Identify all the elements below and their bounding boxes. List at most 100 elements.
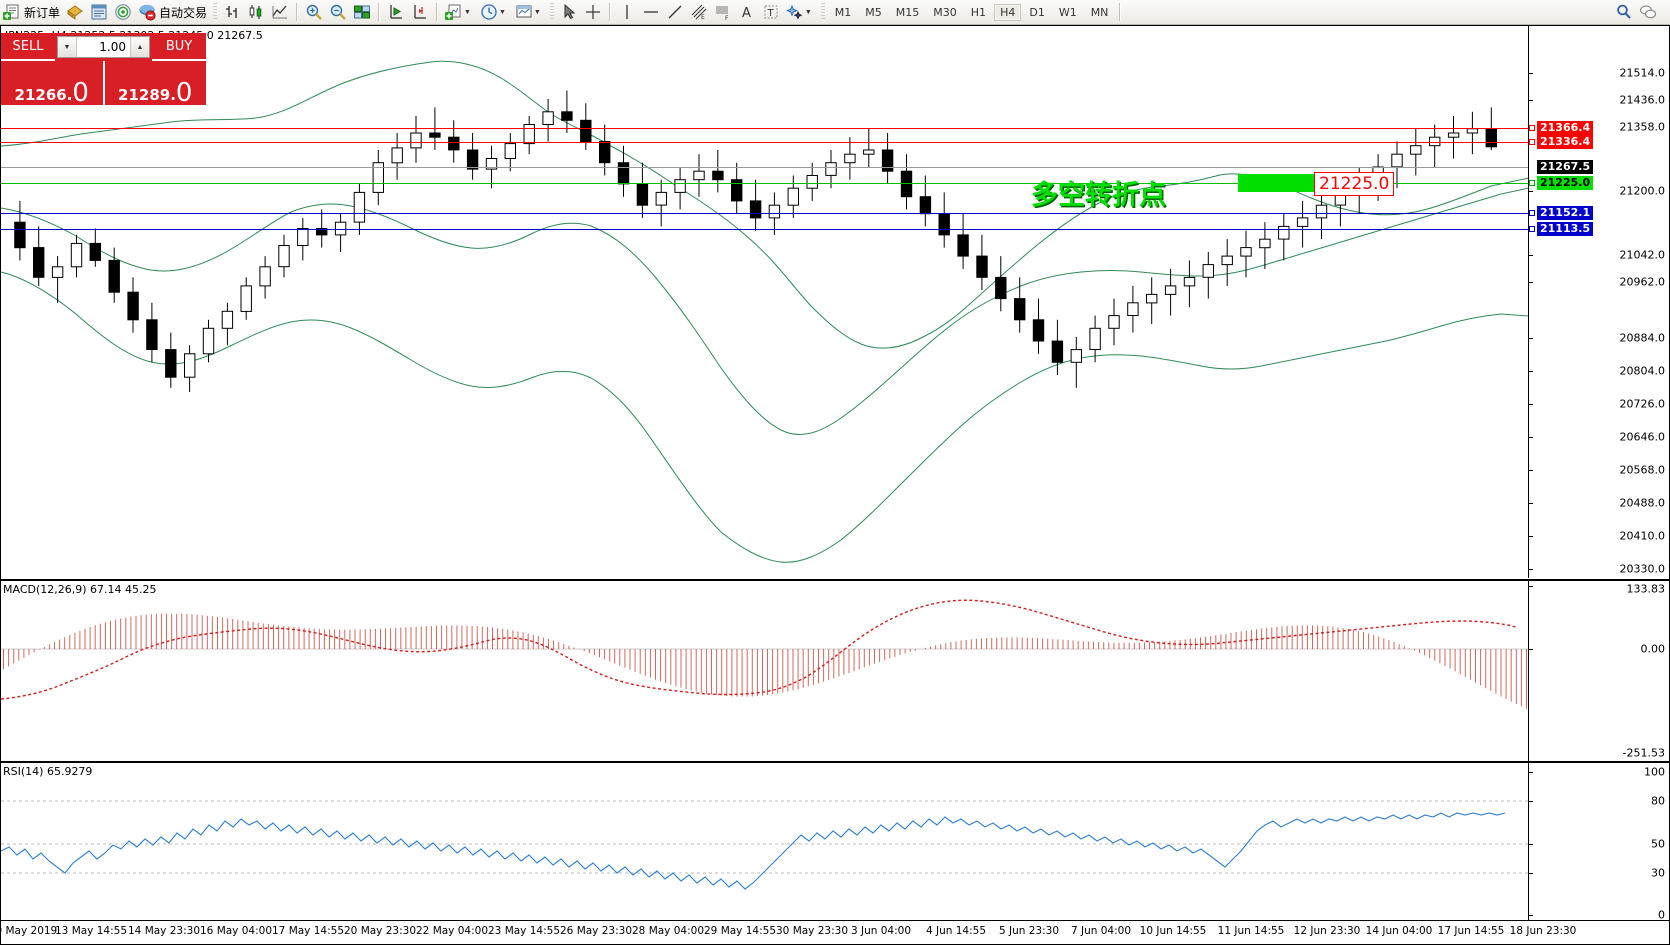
autotrading-button[interactable]: 自动交易 — [135, 1, 210, 23]
price-scale[interactable]: 21514.0 21436.0 21358.0 21200.0 21042.0 … — [1528, 26, 1669, 578]
pivot-line[interactable] — [1, 183, 1529, 184]
timeframe-m1[interactable]: M1 — [834, 5, 852, 19]
price-pane[interactable]: JPN225-,H4 21252.5 21302.5 21245.0 21267… — [1, 26, 1669, 578]
time-tick: 14 Jun 04:00 — [1365, 925, 1433, 937]
buy-button[interactable]: BUY — [152, 33, 206, 61]
equidistant-channel-button[interactable]: E — [687, 1, 711, 23]
trendline-button[interactable] — [663, 1, 687, 23]
candlesticks — [14, 90, 1497, 392]
ask-price[interactable]: 21289 . 0 — [102, 61, 207, 106]
rsi-scale[interactable]: 100 80 50 30 0 — [1528, 763, 1669, 921]
volume-decrease-icon[interactable]: ▼ — [58, 37, 77, 57]
sell-button[interactable]: SELL — [1, 33, 55, 61]
time-tick: 12 Jun 23:30 — [1293, 925, 1361, 937]
time-tick: 5 Jun 23:30 — [998, 925, 1060, 937]
new-order-button[interactable]: 新订单 — [0, 1, 63, 23]
chart-window[interactable]: JPN225-,H4 21252.5 21302.5 21245.0 21267… — [0, 25, 1670, 945]
price-chip-support-1[interactable]: 21152.1 — [1529, 206, 1594, 220]
macd-pane[interactable]: MACD(12,26,9) 67.14 45.25 133.83 0.00 -2… — [1, 579, 1669, 761]
chat-button[interactable] — [1636, 1, 1660, 23]
add-indicator-icon — [445, 4, 461, 20]
chip-handle[interactable] — [1529, 139, 1535, 145]
zoom-in-button[interactable] — [302, 1, 326, 23]
price-plot[interactable]: 多空转折点 21225.0 — [1, 26, 1529, 578]
objects-button[interactable]: ▼ — [783, 1, 818, 23]
bid-price-int: 21266 — [14, 86, 67, 104]
data-window-button[interactable] — [87, 1, 111, 23]
rsi-plot[interactable] — [1, 763, 1529, 921]
add-indicator-caret-icon[interactable]: ▼ — [464, 8, 471, 16]
chip-handle[interactable] — [1529, 125, 1535, 131]
turning-point-annotation[interactable]: 多空转折点 — [1031, 180, 1166, 211]
toolbar-grip-1[interactable] — [213, 3, 218, 21]
timeframe-m5[interactable]: M5 — [865, 5, 882, 19]
scroll-end-button[interactable] — [384, 1, 408, 23]
rsi-pane[interactable]: RSI(14) 65.9279 100 80 50 30 0 — [1, 761, 1669, 921]
vertical-line-button[interactable] — [615, 1, 639, 23]
bid-price[interactable]: 21266 . 0 — [1, 61, 103, 106]
timeframe-h1[interactable]: H1 — [970, 5, 987, 19]
fibonacci-button[interactable]: F — [711, 1, 735, 23]
bar-chart-button[interactable] — [220, 1, 244, 23]
zoom-in-icon — [306, 4, 322, 20]
text-box-button[interactable]: T — [759, 1, 783, 23]
timeframe-m30[interactable]: M30 — [933, 5, 957, 19]
timeframe-m15[interactable]: M15 — [895, 5, 920, 19]
timeframe-d1[interactable]: D1 — [1029, 5, 1045, 19]
horizontal-line-button[interactable] — [639, 1, 663, 23]
price-chip-resistance-2[interactable]: 21336.4 — [1529, 135, 1594, 149]
price-chip-resistance-1[interactable]: 21366.4 — [1529, 121, 1594, 135]
one-click-trading-panel[interactable]: SELL ▼ 1.00 ▲ BUY 21266 . 0 21289 . 0 — [1, 33, 207, 106]
timeframe-w1[interactable]: W1 — [1058, 5, 1077, 19]
rsi-tick: 100 — [1644, 765, 1665, 779]
line-chart-button[interactable] — [268, 1, 292, 23]
price-chip-support-2[interactable]: 21113.5 — [1529, 222, 1594, 236]
cursor-button[interactable] — [557, 1, 581, 23]
volume-increase-icon[interactable]: ▲ — [130, 37, 149, 57]
volume-stepper[interactable]: ▼ 1.00 ▲ — [57, 36, 150, 58]
volume-input[interactable]: 1.00 — [99, 40, 126, 54]
templates-icon — [516, 5, 532, 18]
macd-scale[interactable]: 133.83 0.00 -251.53 — [1528, 581, 1669, 761]
chip-handle[interactable] — [1529, 180, 1535, 186]
line-chart-icon — [272, 5, 288, 19]
chip-handle[interactable] — [1529, 226, 1535, 232]
resistance-line-2[interactable] — [1, 142, 1529, 143]
price-tick: 20330.0 — [1619, 562, 1666, 576]
candlestick-chart-button[interactable] — [244, 1, 268, 23]
signals-button[interactable] — [111, 1, 135, 23]
new-order-icon — [3, 4, 19, 20]
macd-plot[interactable] — [1, 581, 1529, 761]
price-chip-pivot[interactable]: 21225.0 — [1529, 176, 1594, 190]
timeframe-h4[interactable]: H4 — [994, 3, 1022, 21]
price-tick: 20804.0 — [1619, 364, 1666, 378]
toolbar-grip-2[interactable] — [549, 3, 554, 21]
macd-tick: -251.53 — [1622, 746, 1665, 760]
resistance-line-1[interactable] — [1, 128, 1529, 129]
pivot-zone-rectangle[interactable] — [1238, 174, 1318, 192]
text-label-button[interactable]: A — [735, 1, 759, 23]
zoom-out-button[interactable] — [326, 1, 350, 23]
chart-shift-button[interactable] — [408, 1, 432, 23]
chip-handle[interactable] — [1529, 210, 1535, 216]
crosshair-button[interactable] — [581, 1, 605, 23]
time-tick: 20 May 23:30 — [343, 925, 417, 937]
toolbar-grip-3[interactable] — [820, 3, 825, 21]
search-button[interactable] — [1612, 1, 1636, 23]
price-callout[interactable]: 21225.0 — [1314, 172, 1395, 196]
autotrading-icon — [139, 4, 156, 21]
support-line-2[interactable] — [1, 229, 1529, 230]
timeframe-mn[interactable]: MN — [1090, 5, 1109, 19]
support-line-1[interactable] — [1, 213, 1529, 214]
templates-button[interactable]: ▼ — [512, 1, 547, 23]
price-tick: 21042.0 — [1619, 248, 1666, 262]
toolbar-separator-3 — [436, 3, 439, 21]
templates-caret-icon[interactable]: ▼ — [533, 8, 541, 16]
indicators-button[interactable] — [63, 1, 87, 23]
objects-caret-icon[interactable]: ▼ — [804, 8, 812, 16]
tile-windows-button[interactable] — [350, 1, 374, 23]
add-indicator-button[interactable]: ▼ — [442, 1, 477, 23]
period-button[interactable]: ▼ — [477, 1, 512, 23]
period-caret-icon[interactable]: ▼ — [498, 8, 506, 16]
